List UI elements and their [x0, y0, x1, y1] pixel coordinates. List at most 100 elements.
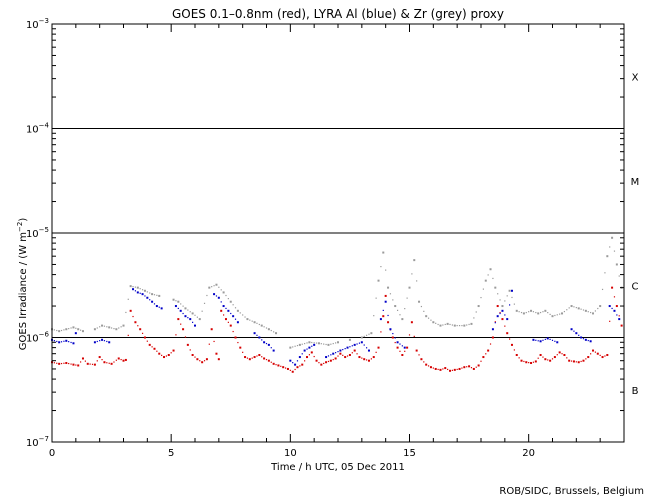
data-point [525, 311, 527, 314]
data-point [499, 311, 501, 314]
data-point [239, 346, 242, 349]
data-point [270, 347, 272, 349]
series-layer [51, 236, 623, 373]
y-tick-exponent: −3 [39, 17, 49, 25]
data-point [203, 302, 206, 304]
data-point [306, 356, 309, 359]
data-point [284, 367, 287, 369]
data-point [115, 359, 117, 361]
data-point [592, 349, 595, 352]
data-point [77, 364, 80, 367]
data-point [437, 323, 439, 326]
x-axis-ticks: 0 5 10 15 20 [49, 24, 625, 459]
data-point [410, 321, 413, 324]
data-point [253, 321, 256, 324]
data-point [592, 312, 595, 315]
data-point [423, 361, 425, 363]
data-point [323, 343, 325, 345]
data-point [253, 356, 256, 359]
data-point [401, 318, 404, 321]
data-point [165, 355, 167, 357]
data-point [542, 356, 544, 358]
data-point [549, 338, 551, 340]
data-point [597, 307, 599, 310]
data-point [613, 250, 616, 252]
data-point [382, 251, 385, 254]
data-point [337, 341, 339, 344]
data-point [313, 342, 315, 344]
data-point [227, 298, 229, 300]
data-point [96, 340, 98, 343]
data-point [575, 306, 577, 309]
data-point [110, 327, 113, 329]
data-point [392, 299, 394, 301]
data-point [256, 322, 258, 324]
data-point [442, 368, 444, 370]
data-point [360, 341, 363, 344]
data-point [413, 335, 415, 337]
data-point [282, 366, 285, 369]
data-point [75, 327, 77, 329]
data-point [213, 285, 215, 287]
data-point [201, 361, 204, 364]
data-point [158, 306, 160, 308]
data-point [568, 307, 570, 309]
data-point [434, 367, 437, 370]
data-point [380, 331, 382, 333]
data-point [129, 285, 132, 288]
data-point [606, 255, 609, 258]
data-point [584, 338, 587, 341]
data-point [96, 360, 98, 362]
data-point [332, 342, 334, 345]
data-point [606, 354, 609, 357]
data-point [103, 325, 106, 327]
data-point [382, 309, 384, 312]
data-point [430, 319, 432, 321]
data-point [525, 361, 528, 364]
data-point [201, 310, 203, 312]
data-point [587, 339, 589, 342]
data-point [470, 367, 473, 369]
data-point [225, 294, 227, 297]
data-point [580, 360, 582, 363]
y-tick-exponent: −4 [39, 122, 50, 130]
data-point [544, 358, 547, 361]
data-point [489, 343, 492, 345]
data-point [72, 363, 75, 366]
data-point [356, 343, 358, 345]
data-point [418, 354, 420, 356]
data-point [137, 325, 139, 327]
data-point [289, 369, 291, 371]
data-point [124, 358, 127, 361]
data-point [260, 324, 263, 327]
data-point [258, 336, 261, 339]
data-point [528, 362, 530, 364]
data-point [425, 315, 428, 318]
data-point [149, 292, 151, 294]
data-point [366, 334, 368, 336]
data-point [155, 305, 158, 308]
data-point [372, 356, 375, 359]
data-point [65, 362, 68, 365]
data-point [60, 362, 63, 365]
data-point [375, 297, 377, 299]
data-point [139, 292, 141, 294]
data-point [136, 291, 139, 294]
data-point [132, 288, 135, 291]
data-point [199, 360, 201, 362]
data-point [298, 343, 301, 346]
data-point [387, 286, 390, 289]
data-point [458, 324, 461, 327]
data-point [456, 368, 458, 371]
data-point [556, 354, 558, 356]
data-point [596, 352, 599, 355]
data-point [329, 359, 332, 362]
data-point [427, 365, 430, 367]
data-point [134, 290, 137, 292]
data-point [60, 341, 63, 343]
data-point [198, 318, 201, 321]
data-point [222, 305, 225, 308]
data-point [53, 340, 55, 342]
data-point [477, 364, 480, 367]
data-point [463, 324, 466, 327]
